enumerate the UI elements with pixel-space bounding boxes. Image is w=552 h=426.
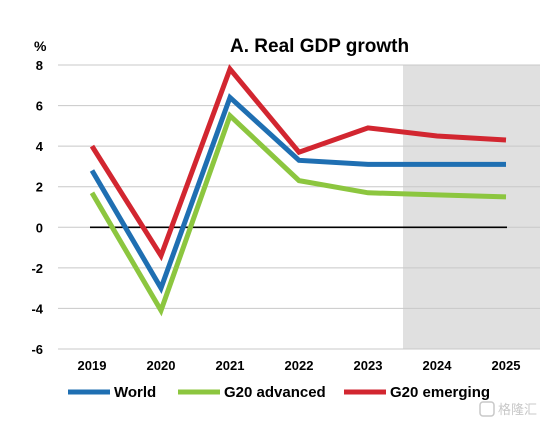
series-line-world [89,93,506,295]
legend: World G20 advanced G20 emerging [68,384,490,401]
x-axis-ticks: 2019 2020 2021 2022 2023 2024 2025 [78,358,521,373]
x-tick-label: 2025 [492,358,521,373]
watermark-logo-icon [479,401,495,417]
legend-label: World [114,384,156,401]
legend-label: G20 advanced [224,384,326,401]
watermark: 格隆汇 [479,401,537,418]
x-tick-label: 2019 [78,358,107,373]
forecast-shade [403,65,540,349]
y-tick-label: -2 [31,261,43,276]
series-line-g20-advanced [89,111,507,317]
y-tick-label: 8 [36,58,43,73]
series-layer [89,64,507,317]
y-axis-ticks: 8 6 4 2 0 -2 -4 -6 [31,58,43,357]
y-tick-label: -4 [31,301,43,316]
legend-label: G20 emerging [390,384,490,401]
x-tick-label: 2023 [354,358,383,373]
series-line-g20-emerging [89,64,507,262]
watermark-text: 格隆汇 [498,402,537,418]
x-tick-label: 2024 [423,358,453,373]
x-tick-label: 2021 [216,358,245,373]
y-tick-label: 4 [36,139,44,154]
y-axis-unit: % [34,38,47,54]
y-tick-label: 2 [36,180,43,195]
x-tick-label: 2020 [147,358,176,373]
chart-title: A. Real GDP growth [230,36,409,57]
y-tick-label: 0 [36,220,43,235]
y-tick-label: -6 [31,342,43,357]
y-tick-label: 6 [36,99,43,114]
x-tick-label: 2022 [285,358,314,373]
